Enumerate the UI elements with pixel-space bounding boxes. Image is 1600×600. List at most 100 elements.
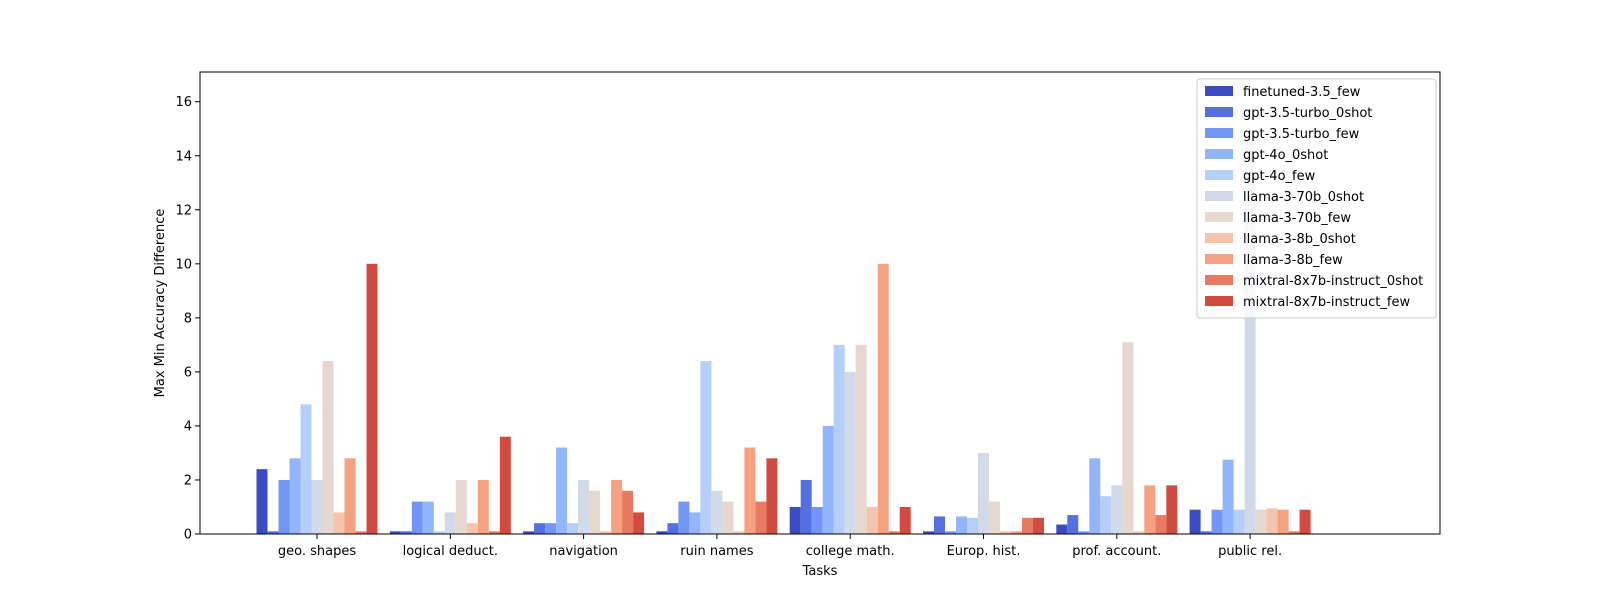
bar-2-6 [1078,531,1090,534]
bar-8-7 [1277,509,1289,534]
bar-4-2 [567,523,579,534]
bar-4-6 [1100,496,1112,534]
legend-box [1196,78,1437,319]
bar-6-6 [1122,342,1134,534]
bar-2-2 [545,523,557,534]
legend-swatch [1205,275,1233,285]
bar-6-1 [455,479,467,534]
bar-1-2 [534,523,546,534]
bar-6-5 [989,501,1000,534]
legend-swatch [1205,107,1233,117]
bar-10-1 [499,436,511,534]
bar-2-4 [811,506,823,534]
bar-9-6 [1155,515,1167,534]
bar-10-3 [766,458,778,534]
legend-label: llama-3-70b_0shot [1243,190,1364,205]
bar-4-0 [300,404,312,534]
x-tick-label: ruin names [680,544,753,559]
bar-3-5 [956,516,967,534]
y-tick-label: 2 [184,473,192,488]
x-axis-label: Tasks [802,564,838,579]
bar-3-0 [289,458,301,534]
x-tick-label: logical deduct. [403,544,498,559]
bar-6-7 [1255,509,1267,534]
bar-1-6 [1067,515,1079,534]
bar-0-0 [256,469,268,534]
legend-label: gpt-3.5-turbo_few [1243,127,1360,142]
legend-label: gpt-4o_few [1243,169,1316,184]
bar-8-4 [877,263,889,534]
bar-3-6 [1089,458,1101,534]
bar-3-2 [556,447,568,534]
legend-swatch [1205,149,1233,159]
x-tick-label: Europ. hist. [947,544,1021,559]
legend-label: llama-3-8b_few [1243,253,1343,268]
legend-swatch [1205,233,1233,243]
bar-5-5 [978,452,989,534]
legend-swatch [1205,191,1233,201]
bar-9-1 [488,531,500,534]
y-tick-label: 10 [175,257,192,272]
y-tick-label: 4 [184,419,192,434]
bar-3-3 [689,512,701,534]
bar-5-7 [1244,131,1256,534]
bar-10-7 [1299,509,1311,534]
bar-7-3 [733,531,745,534]
bar-0-4 [789,506,801,534]
bar-10-2 [633,512,645,534]
legend: finetuned-3.5_few gpt-3.5-turbo_0shot gpt-… [1196,78,1437,319]
legend-swatch [1205,254,1233,264]
bar-8-1 [477,479,489,534]
x-tick-label: public rel. [1218,544,1282,559]
bar-7-2 [600,531,612,534]
bar-0-2 [523,531,535,534]
bar-1-7 [1200,531,1212,534]
bar-8-5 [1011,531,1022,534]
legend-label: llama-3-8b_0shot [1243,232,1356,247]
x-tick-label: navigation [549,544,618,559]
legend-swatch [1205,212,1233,222]
bar-2-3 [678,501,690,534]
bar-7-7 [1266,508,1278,534]
legend-swatch [1205,86,1233,96]
bar-1-5 [934,516,945,534]
bar-5-2 [578,479,590,534]
bar-2-0 [278,479,290,534]
bar-7-0 [333,512,345,534]
y-tick-label: 6 [184,365,192,380]
bar-4-5 [967,517,978,534]
bar-2-5 [945,531,956,534]
x-tick-label: geo. shapes [278,544,356,559]
y-tick-label: 8 [184,311,192,326]
legend-swatch [1205,170,1233,180]
legend-swatch [1205,296,1233,306]
legend-label: gpt-3.5-turbo_0shot [1243,106,1372,121]
bar-9-0 [355,531,367,534]
bar-1-0 [267,531,279,534]
bar-7-5 [1000,531,1011,534]
bar-2-7 [1211,509,1223,534]
bar-0-3 [656,531,668,534]
bar-9-3 [755,501,767,534]
bar-4-4 [833,344,845,534]
bar-0-1 [389,531,401,534]
y-tick-label: 12 [175,203,192,218]
bar-5-1 [444,512,456,534]
y-tick-label: 0 [184,528,192,543]
legend-label: llama-3-70b_few [1243,211,1351,226]
bar-8-3 [744,447,756,534]
bar-7-6 [1133,531,1145,534]
bars-group [256,131,1311,534]
bar-8-6 [1144,485,1156,534]
legend-label: mixtral-8x7b-instruct_few [1243,295,1410,310]
bar-1-1 [400,531,412,534]
bar-4-3 [700,361,712,534]
x-axis: geo. shapes logical deduct. navigation ruin… [278,534,1282,559]
x-tick-label: prof. account. [1072,544,1161,559]
bar-10-0 [366,263,378,534]
bar-0-6 [1056,524,1068,534]
bar-3-4 [822,425,834,534]
bar-6-2 [589,490,601,534]
bar-8-2 [611,479,623,534]
